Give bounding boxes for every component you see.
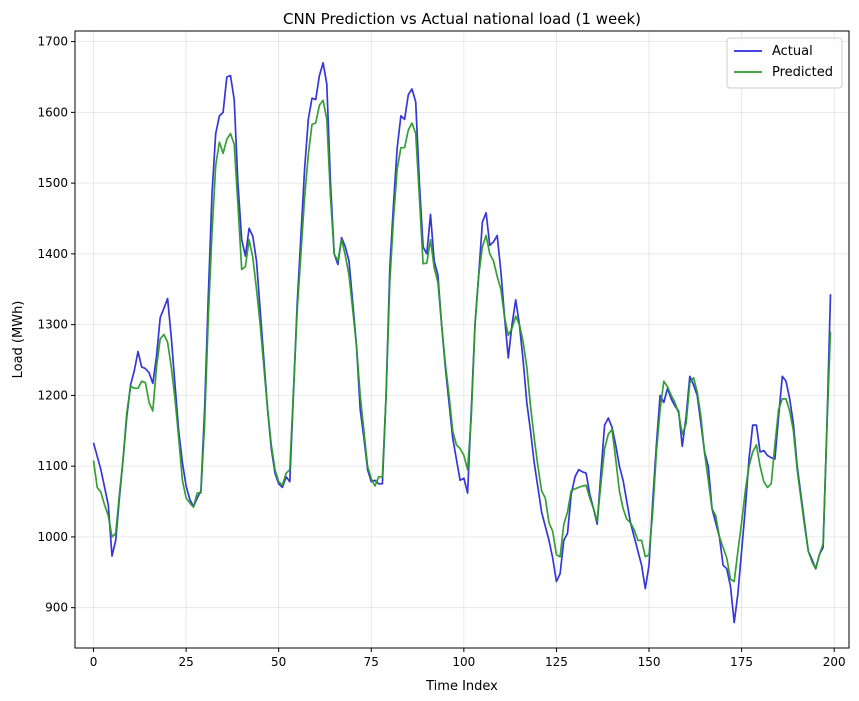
y-tick-label: 1100 bbox=[37, 459, 68, 473]
x-axis-label: Time Index bbox=[425, 679, 498, 694]
y-tick-label: 900 bbox=[45, 601, 68, 615]
y-tick-label: 1500 bbox=[37, 176, 68, 190]
y-tick-label: 1000 bbox=[37, 530, 68, 544]
x-tick-label: 200 bbox=[823, 655, 846, 669]
x-tick-label: 175 bbox=[730, 655, 753, 669]
legend-label-predicted: Predicted bbox=[772, 65, 833, 80]
series-line-predicted bbox=[92, 99, 832, 583]
x-tick-label: 75 bbox=[364, 655, 379, 669]
axis-ticks: 0 25 50 75 100 125 150 175 200 900 1000 1100 1200 130… bbox=[37, 35, 845, 669]
y-tick-label: 1200 bbox=[37, 388, 68, 402]
y-tick-label: 1300 bbox=[37, 318, 68, 332]
x-tick-label: 25 bbox=[178, 655, 193, 669]
y-tick-label: 1400 bbox=[37, 247, 68, 261]
y-tick-label: 1700 bbox=[37, 35, 68, 49]
x-tick-label: 150 bbox=[638, 655, 661, 669]
legend-label-actual: Actual bbox=[772, 44, 813, 59]
y-tick-label: 1600 bbox=[37, 105, 68, 119]
plot-area-frame bbox=[74, 30, 850, 649]
chart-title: CNN Prediction vs Actual national load (… bbox=[283, 10, 641, 28]
y-axis-label: Load (MWh) bbox=[11, 301, 26, 379]
series-lines bbox=[92, 61, 832, 624]
legend: Actual Predicted bbox=[726, 37, 843, 89]
x-tick-label: 0 bbox=[90, 655, 98, 669]
x-tick-label: 50 bbox=[271, 655, 286, 669]
grid bbox=[75, 31, 849, 648]
x-tick-label: 125 bbox=[545, 655, 568, 669]
x-tick-label: 100 bbox=[452, 655, 475, 669]
